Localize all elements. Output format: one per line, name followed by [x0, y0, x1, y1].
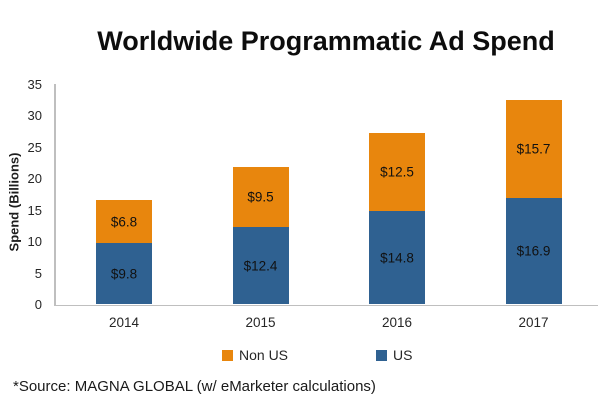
y-tick-label: 20	[27, 171, 42, 187]
bar-segment-us-2015	[232, 226, 289, 305]
y-tick-label: 5	[34, 265, 42, 281]
x-axis-label: 2017	[518, 315, 549, 330]
bar-value-label: $12.4	[243, 258, 278, 274]
x-axis-line	[54, 304, 598, 306]
y-tick-label: 15	[27, 202, 42, 218]
y-tick-label: 35	[27, 77, 42, 92]
bar-value-label: $9.5	[247, 189, 274, 205]
bar-value-label: $12.5	[380, 164, 414, 180]
bar-value-label: $14.8	[380, 250, 414, 266]
bar-segment-non-us-2014	[96, 200, 152, 243]
y-axis-line	[54, 84, 56, 305]
x-axis-label: 2015	[245, 315, 276, 330]
legend-label-non-us: Non US	[239, 347, 289, 363]
y-tick-label: 10	[27, 234, 42, 250]
y-tick-label: 25	[27, 139, 42, 155]
x-axis-label: 2014	[108, 315, 140, 330]
bar-segment-non-us-2015	[232, 166, 289, 227]
chart-title: Worldwide Programmatic Ad Spend	[97, 26, 555, 56]
y-tick-label: 30	[27, 108, 42, 124]
legend-item-non-us: Non US	[222, 347, 288, 363]
x-axis-label: 2016	[381, 315, 413, 330]
bar-value-label: $6.8	[110, 214, 138, 230]
bar-value-label: $16.9	[516, 243, 551, 259]
bar-segment-us-2014	[96, 242, 152, 305]
bar-segment-non-us-2017	[505, 99, 562, 199]
bar-value-label: $15.7	[516, 141, 551, 157]
legend-item-us: US	[376, 347, 412, 363]
bar-value-label: $9.8	[110, 266, 138, 282]
source-note: *Source: MAGNA GLOBAL (w/ eMarketer calc…	[13, 378, 376, 395]
legend-swatch-us-icon	[376, 349, 387, 361]
y-tick-label: 0	[34, 297, 42, 312]
bar-segment-non-us-2016	[369, 132, 425, 212]
legend-label-us: US	[393, 347, 413, 363]
bar-segment-us-2017	[505, 198, 562, 305]
bar-segment-us-2016	[369, 211, 425, 305]
legend-swatch-non-us-icon	[222, 349, 233, 361]
